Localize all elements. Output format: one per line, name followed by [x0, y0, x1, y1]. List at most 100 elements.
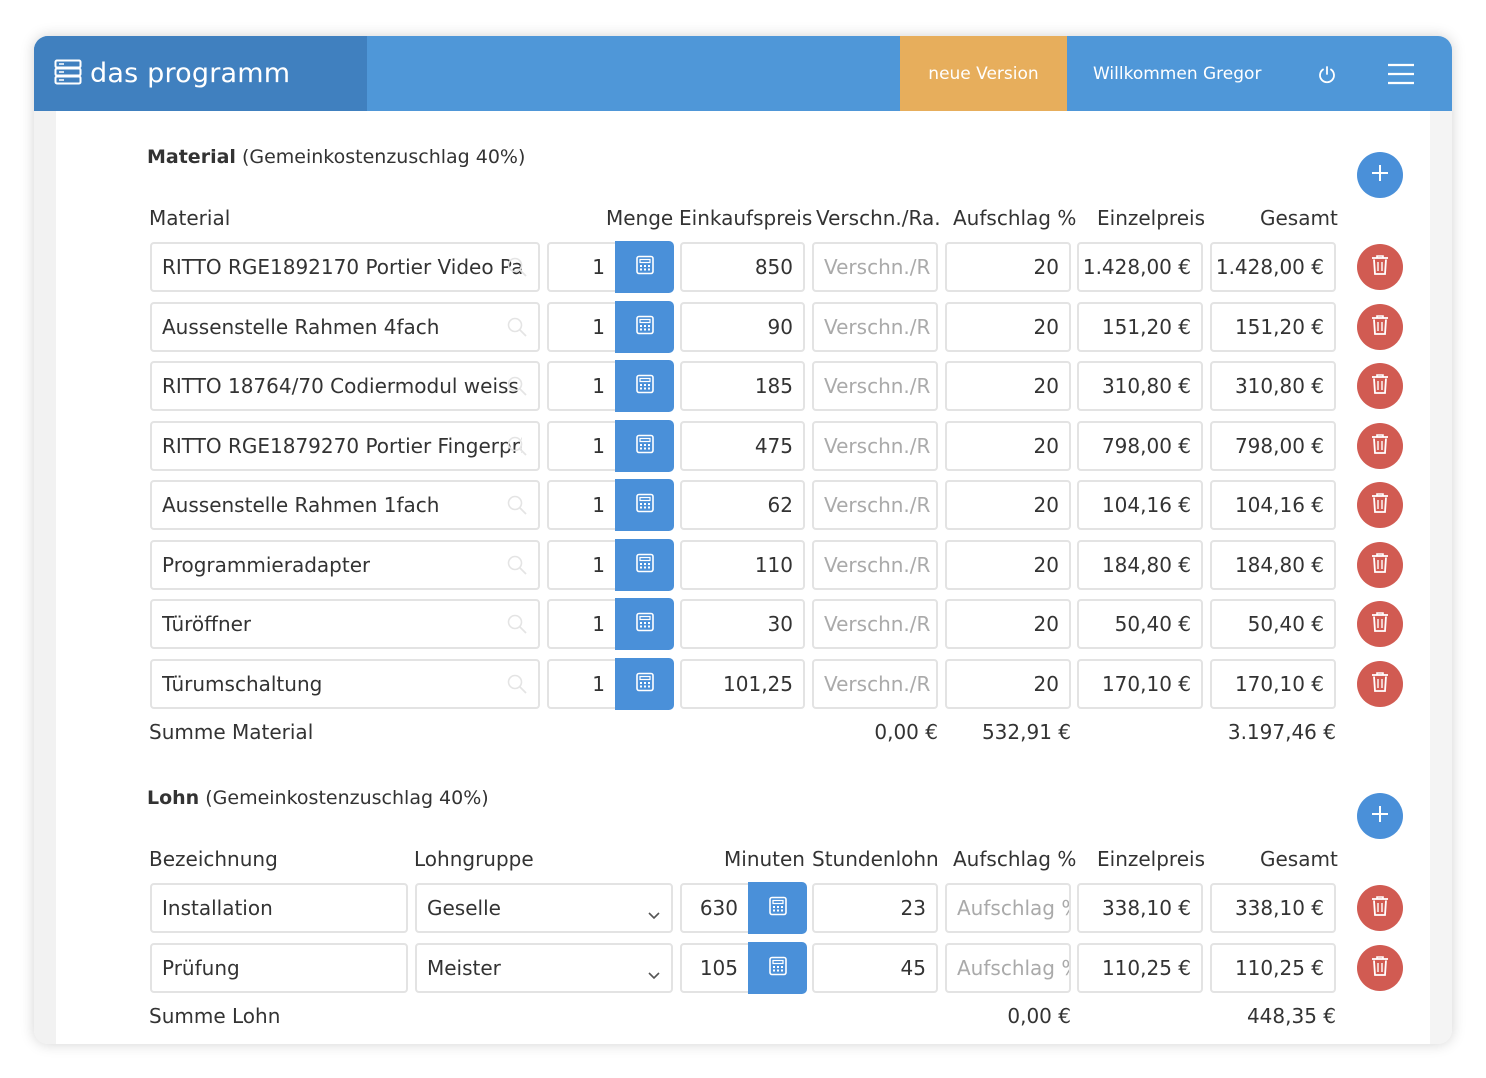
- brand[interactable]: das programm: [34, 36, 367, 111]
- search-icon[interactable]: [506, 494, 528, 521]
- delete-lohn-button[interactable]: [1357, 885, 1403, 931]
- calculator-icon: [635, 315, 655, 339]
- einzelpreis-value: 170,10 €: [1077, 658, 1203, 709]
- search-icon[interactable]: [506, 673, 528, 700]
- aufschlag-input[interactable]: 20: [945, 301, 1071, 352]
- trash-icon: [1370, 955, 1390, 981]
- material-name-input[interactable]: Aussenstelle Rahmen 4fach: [150, 301, 540, 352]
- material-name-input[interactable]: Programmieradapter: [150, 539, 540, 590]
- hamburger-menu-icon[interactable]: [1387, 63, 1415, 89]
- delete-material-button[interactable]: [1357, 363, 1403, 409]
- delete-material-button[interactable]: [1357, 303, 1403, 350]
- material-name-value: Aussenstelle Rahmen 1fach: [162, 493, 440, 517]
- delete-material-button[interactable]: [1357, 244, 1403, 290]
- verschnitt-input[interactable]: Verschn./R: [812, 361, 938, 411]
- verschnitt-input[interactable]: Verschn./R: [812, 480, 938, 530]
- delete-material-button[interactable]: [1357, 541, 1403, 588]
- search-icon[interactable]: [506, 435, 528, 462]
- material-name-input[interactable]: Aussenstelle Rahmen 1fach: [150, 480, 540, 530]
- power-icon[interactable]: [1317, 65, 1337, 89]
- lohn-aufschlag-input[interactable]: Aufschlag %: [945, 883, 1071, 933]
- aufschlag-input[interactable]: 20: [945, 361, 1071, 411]
- menge-input[interactable]: 1: [547, 242, 617, 292]
- lohngruppe-value: Meister: [427, 955, 501, 980]
- lohngruppe-select[interactable]: Geselle: [415, 883, 673, 933]
- aufschlag-input[interactable]: 20: [945, 420, 1071, 471]
- delete-material-button[interactable]: [1357, 482, 1403, 528]
- aufschlag-input[interactable]: 20: [945, 658, 1071, 709]
- einkaufspreis-input[interactable]: 62: [680, 480, 805, 530]
- calculator-button[interactable]: [615, 360, 674, 412]
- add-lohn-button[interactable]: [1357, 793, 1403, 839]
- einkaufspreis-input[interactable]: 850: [680, 242, 805, 292]
- new-version-button[interactable]: neue Version: [900, 36, 1067, 111]
- lohn-bezeichnung-input[interactable]: Prüfung: [150, 942, 408, 993]
- menge-input[interactable]: 1: [547, 480, 617, 530]
- aufschlag-input[interactable]: 20: [945, 539, 1071, 590]
- material-name-input[interactable]: RITTO 18764/70 Codiermodul weiss: [150, 361, 540, 411]
- lohn-aufschlag-input[interactable]: Aufschlag %: [945, 942, 1071, 993]
- lohngruppe-value: Geselle: [427, 896, 501, 920]
- verschnitt-input[interactable]: Verschn./R: [812, 599, 938, 649]
- menge-input[interactable]: 1: [547, 599, 617, 649]
- verschnitt-input[interactable]: Verschn./R: [812, 242, 938, 292]
- calculator-button[interactable]: [615, 300, 674, 353]
- minuten-input[interactable]: 630: [680, 883, 750, 933]
- search-icon[interactable]: [506, 375, 528, 402]
- material-name-input[interactable]: Türöffner: [150, 599, 540, 649]
- trash-icon: [1370, 492, 1390, 518]
- lohn-title-rest: (Gemeinkostenzuschlag 40%): [199, 787, 489, 809]
- menge-input[interactable]: 1: [547, 658, 617, 709]
- lohngruppe-select[interactable]: Meister: [415, 942, 673, 993]
- material-name-input[interactable]: RITTO RGE1879270 Portier Fingerprint: [150, 420, 540, 471]
- menge-input[interactable]: 1: [547, 539, 617, 590]
- stundenlohn-input[interactable]: 45: [812, 942, 938, 993]
- trash-icon: [1370, 671, 1390, 697]
- einkaufspreis-input[interactable]: 110: [680, 539, 805, 590]
- search-icon[interactable]: [506, 256, 528, 283]
- search-icon[interactable]: [506, 613, 528, 640]
- aufschlag-input[interactable]: 20: [945, 242, 1071, 292]
- search-icon[interactable]: [506, 316, 528, 343]
- calculator-button[interactable]: [748, 941, 807, 994]
- einzelpreis-value: 151,20 €: [1077, 301, 1203, 352]
- aufschlag-input[interactable]: 20: [945, 480, 1071, 530]
- material-name-input[interactable]: Türumschaltung: [150, 658, 540, 709]
- calculator-button[interactable]: [615, 419, 674, 472]
- app-window: das programm neue Version Willkommen Gre…: [34, 36, 1452, 1044]
- menge-input[interactable]: 1: [547, 361, 617, 411]
- verschnitt-input[interactable]: Verschn./R: [812, 420, 938, 471]
- calculator-button[interactable]: [615, 657, 674, 710]
- gesamt-value: 310,80 €: [1210, 361, 1336, 411]
- verschnitt-input[interactable]: Verschn./R: [812, 658, 938, 709]
- calculator-button[interactable]: [615, 241, 674, 293]
- aufschlag-input[interactable]: 20: [945, 599, 1071, 649]
- einkaufspreis-input[interactable]: 101,25: [680, 658, 805, 709]
- calculator-button[interactable]: [615, 598, 674, 650]
- calculator-button[interactable]: [615, 538, 674, 591]
- menge-input[interactable]: 1: [547, 301, 617, 352]
- calculator-button[interactable]: [748, 882, 807, 934]
- material-name-input[interactable]: RITTO RGE1892170 Portier Video Paket: [150, 242, 540, 292]
- welcome-user-link[interactable]: Willkommen Gregor: [1093, 64, 1262, 84]
- lohn-bezeichnung-input[interactable]: Installation: [150, 883, 408, 933]
- einkaufspreis-input[interactable]: 90: [680, 301, 805, 352]
- delete-material-button[interactable]: [1357, 601, 1403, 647]
- delete-lohn-button[interactable]: [1357, 944, 1403, 991]
- minuten-input[interactable]: 105: [680, 942, 750, 993]
- trash-icon: [1370, 373, 1390, 399]
- einkaufspreis-input[interactable]: 475: [680, 420, 805, 471]
- verschnitt-input[interactable]: Verschn./R: [812, 301, 938, 352]
- delete-material-button[interactable]: [1357, 660, 1403, 707]
- einkaufspreis-input[interactable]: 30: [680, 599, 805, 649]
- material-name-value: Programmieradapter: [162, 552, 371, 577]
- material-name-value: RITTO RGE1879270 Portier Fingerprint: [162, 433, 522, 458]
- add-material-button[interactable]: [1357, 152, 1403, 198]
- delete-material-button[interactable]: [1357, 422, 1403, 469]
- verschnitt-input[interactable]: Verschn./R: [812, 539, 938, 590]
- einkaufspreis-input[interactable]: 185: [680, 361, 805, 411]
- stundenlohn-input[interactable]: 23: [812, 883, 938, 933]
- calculator-button[interactable]: [615, 479, 674, 531]
- search-icon[interactable]: [506, 554, 528, 581]
- menge-input[interactable]: 1: [547, 420, 617, 471]
